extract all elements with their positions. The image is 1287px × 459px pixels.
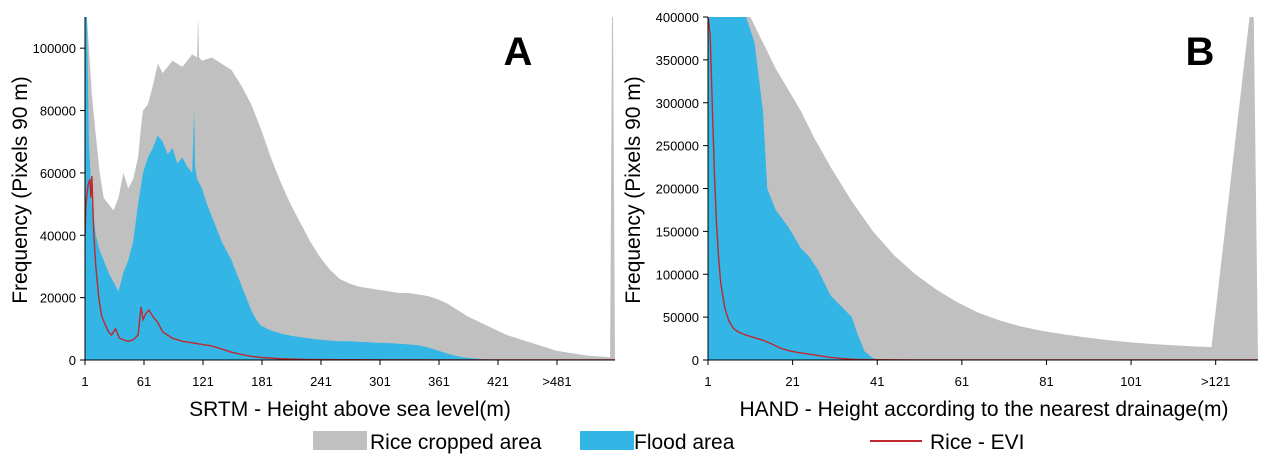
legend-label-rice-evi: Rice - EVI [930,431,1025,454]
panel-a-x-tick-label: 301 [369,374,391,389]
panel-b-y-tick-label: 250000 [656,139,699,154]
panel-b-flood-series [708,17,1258,360]
panel-b-y-tick-label: 100000 [656,267,699,282]
panel-a-y-tick-label: 40000 [40,228,76,243]
panel-a-x-tick-label: 1 [81,374,88,389]
panel-b-y-tick-label: 400000 [656,10,699,25]
panel-b-y-tick-label: 200000 [656,182,699,197]
panel-b-rice-cropped-series [708,17,1258,360]
legend-swatch-rice-cropped-area [313,431,367,450]
panel-b-y-tick-label: 300000 [656,96,699,111]
panel-a-letter: A [504,30,533,74]
panel-a-y-tick-label: 60000 [40,166,76,181]
legend: Rice cropped area Flood area Rice - EVI [313,431,1025,454]
panel-b-chart: 1 21 41 61 81 101 >121 0 50000 100000 150000 200000… [622,10,1258,421]
panel-a-plot-area [85,17,615,360]
legend-swatch-flood-area [580,431,634,450]
panel-a-y-tick-label: 0 [69,353,76,368]
panel-b-y-tick-label: 350000 [656,53,699,68]
panel-b-y-axis-title: Frequency (Pixels 90 m) [622,76,645,304]
panel-a-y-tick-label: 100000 [33,41,76,56]
panel-a-x-tick-label: 61 [137,374,151,389]
legend-item-rice-evi: Rice - EVI [870,431,1025,454]
panel-b-x-tick-label: 1 [704,374,711,389]
panel-a-x-tick-label: 181 [251,374,273,389]
panel-a-flood-series [85,17,615,360]
panel-b-x-tick-label: 101 [1120,374,1142,389]
legend-label-rice-cropped-area: Rice cropped area [370,431,542,454]
legend-item-flood-area: Flood area [580,431,735,454]
panel-a-x-tick-label: 121 [192,374,214,389]
panel-a-y-tick-label: 80000 [40,104,76,119]
panel-b-x-tick-label: 61 [955,374,969,389]
legend-label-flood-area: Flood area [634,431,735,454]
panel-b-x-axis-title: HAND - Height according to the nearest d… [739,398,1228,421]
panel-b-y-tick-label: 0 [692,353,699,368]
panel-a-chart: 1 61 121 181 241 301 361 421 >481 0 20000 40000 6000… [9,17,615,421]
panel-a-x-tick-label: 421 [487,374,509,389]
panel-b-letter: B [1186,30,1215,74]
panel-a-x-tick-label: 361 [428,374,450,389]
panel-b-x-tick-label: >121 [1201,374,1230,389]
legend-item-rice-cropped-area: Rice cropped area [313,431,542,454]
panel-b-x-tick-label: 21 [785,374,799,389]
panel-b-x-tick-label: 81 [1039,374,1053,389]
panel-b-x-tick-label: 41 [870,374,884,389]
panel-a-y-axis-title: Frequency (Pixels 90 m) [9,76,32,304]
panel-b-y-tick-label: 150000 [656,224,699,239]
panel-a-y-tick-label: 20000 [40,291,76,306]
panel-a-x-tick-label: >481 [542,374,571,389]
panel-b-y-tick-label: 50000 [663,310,699,325]
panel-a-x-tick-label: 241 [310,374,332,389]
panel-b-plot-area [708,17,1258,360]
panel-a-x-axis-title: SRTM - Height above sea level(m) [189,398,511,421]
